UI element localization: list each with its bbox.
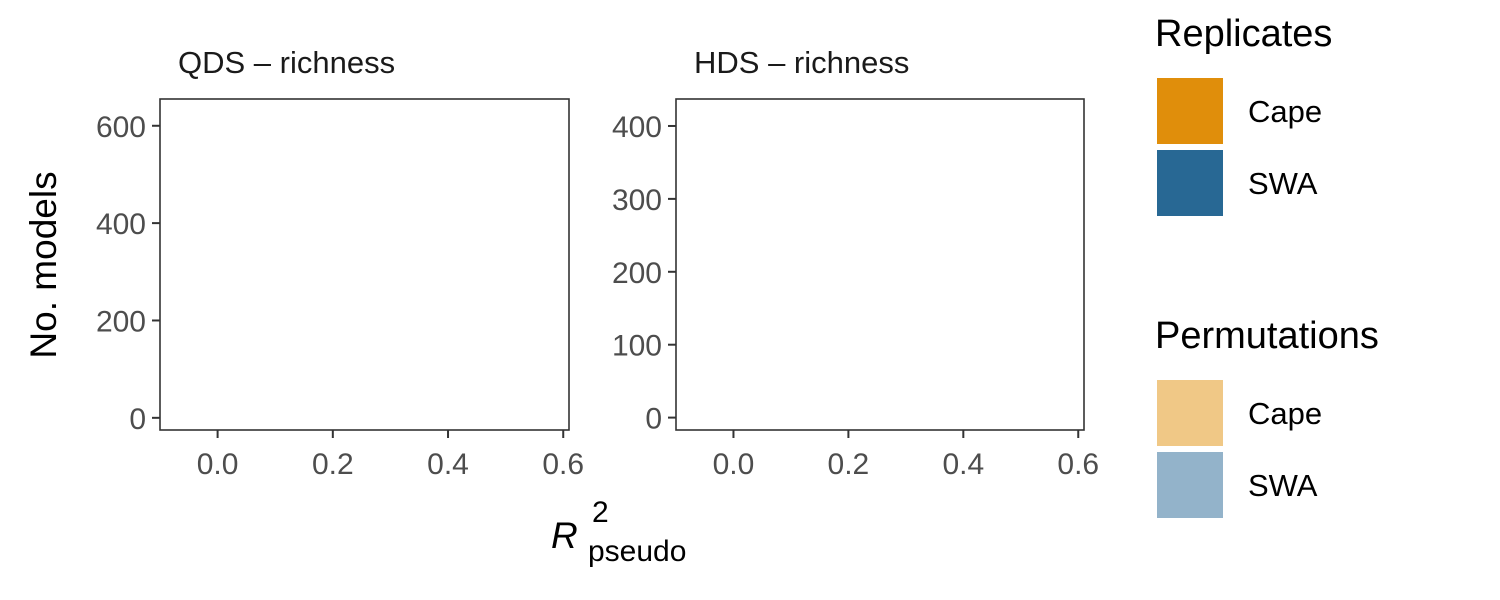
x-tick-label: 0.0 xyxy=(713,448,755,481)
panel-title: QDS – richness xyxy=(178,45,395,80)
legend-key-swa xyxy=(1157,150,1223,216)
x-tick-label: 0.4 xyxy=(427,448,469,481)
x-axis-title-subscript: pseudo xyxy=(588,535,686,568)
panel-title: HDS – richness xyxy=(694,45,909,80)
y-tick-label: 0 xyxy=(129,403,146,436)
x-axis-title-superscript: 2 xyxy=(592,496,609,529)
x-axis-title-main: R xyxy=(551,515,578,556)
x-tick-label: 0.6 xyxy=(1057,448,1099,481)
legend-label: Cape xyxy=(1248,396,1322,431)
facet-panel-1: QDS – richness 0.0 0.2 0.4 0.6 0 200 400 600 xyxy=(96,45,584,481)
x-tick-label: 0.2 xyxy=(312,448,354,481)
y-tick-label: 200 xyxy=(612,257,662,290)
x-tick-label: 0.2 xyxy=(828,448,870,481)
legend-key-cape xyxy=(1157,78,1223,144)
legend-label: SWA xyxy=(1248,468,1318,503)
legend-key-cape xyxy=(1157,380,1223,446)
legend-label: SWA xyxy=(1248,166,1318,201)
legend-label: Cape xyxy=(1248,94,1322,129)
x-tick-label: 0.0 xyxy=(197,448,239,481)
legend-replicates: Replicates Cape SWA xyxy=(1155,13,1332,216)
legend-permutations: Permutations Cape SWA xyxy=(1155,315,1379,518)
x-tick-label: 0.6 xyxy=(542,448,584,481)
y-axis-title: No. models xyxy=(23,171,64,358)
y-tick-label: 600 xyxy=(96,111,146,144)
legends: Replicates Cape SWA Permutations Cape SWA xyxy=(1155,13,1379,518)
y-tick-label: 100 xyxy=(612,330,662,363)
y-tick-label: 400 xyxy=(96,208,146,241)
panel-border xyxy=(675,98,1085,431)
y-tick-label: 0 xyxy=(645,403,662,436)
facet-panels: QDS – richness 0.0 0.2 0.4 0.6 0 200 400 600 HDS … xyxy=(96,45,1099,481)
x-axis-title: R 2 pseudo xyxy=(551,496,686,568)
y-tick-label: 300 xyxy=(612,184,662,217)
panel-border xyxy=(159,98,570,431)
y-tick-label: 400 xyxy=(612,111,662,144)
legend-title: Permutations xyxy=(1155,315,1379,357)
facet-panel-2: HDS – richness 0.0 0.2 0.4 0.6 0 100 200 300 400 xyxy=(612,45,1099,481)
legend-key-swa xyxy=(1157,452,1223,518)
legend-title: Replicates xyxy=(1155,13,1332,55)
y-tick-label: 200 xyxy=(96,305,146,338)
x-tick-label: 0.4 xyxy=(942,448,984,481)
